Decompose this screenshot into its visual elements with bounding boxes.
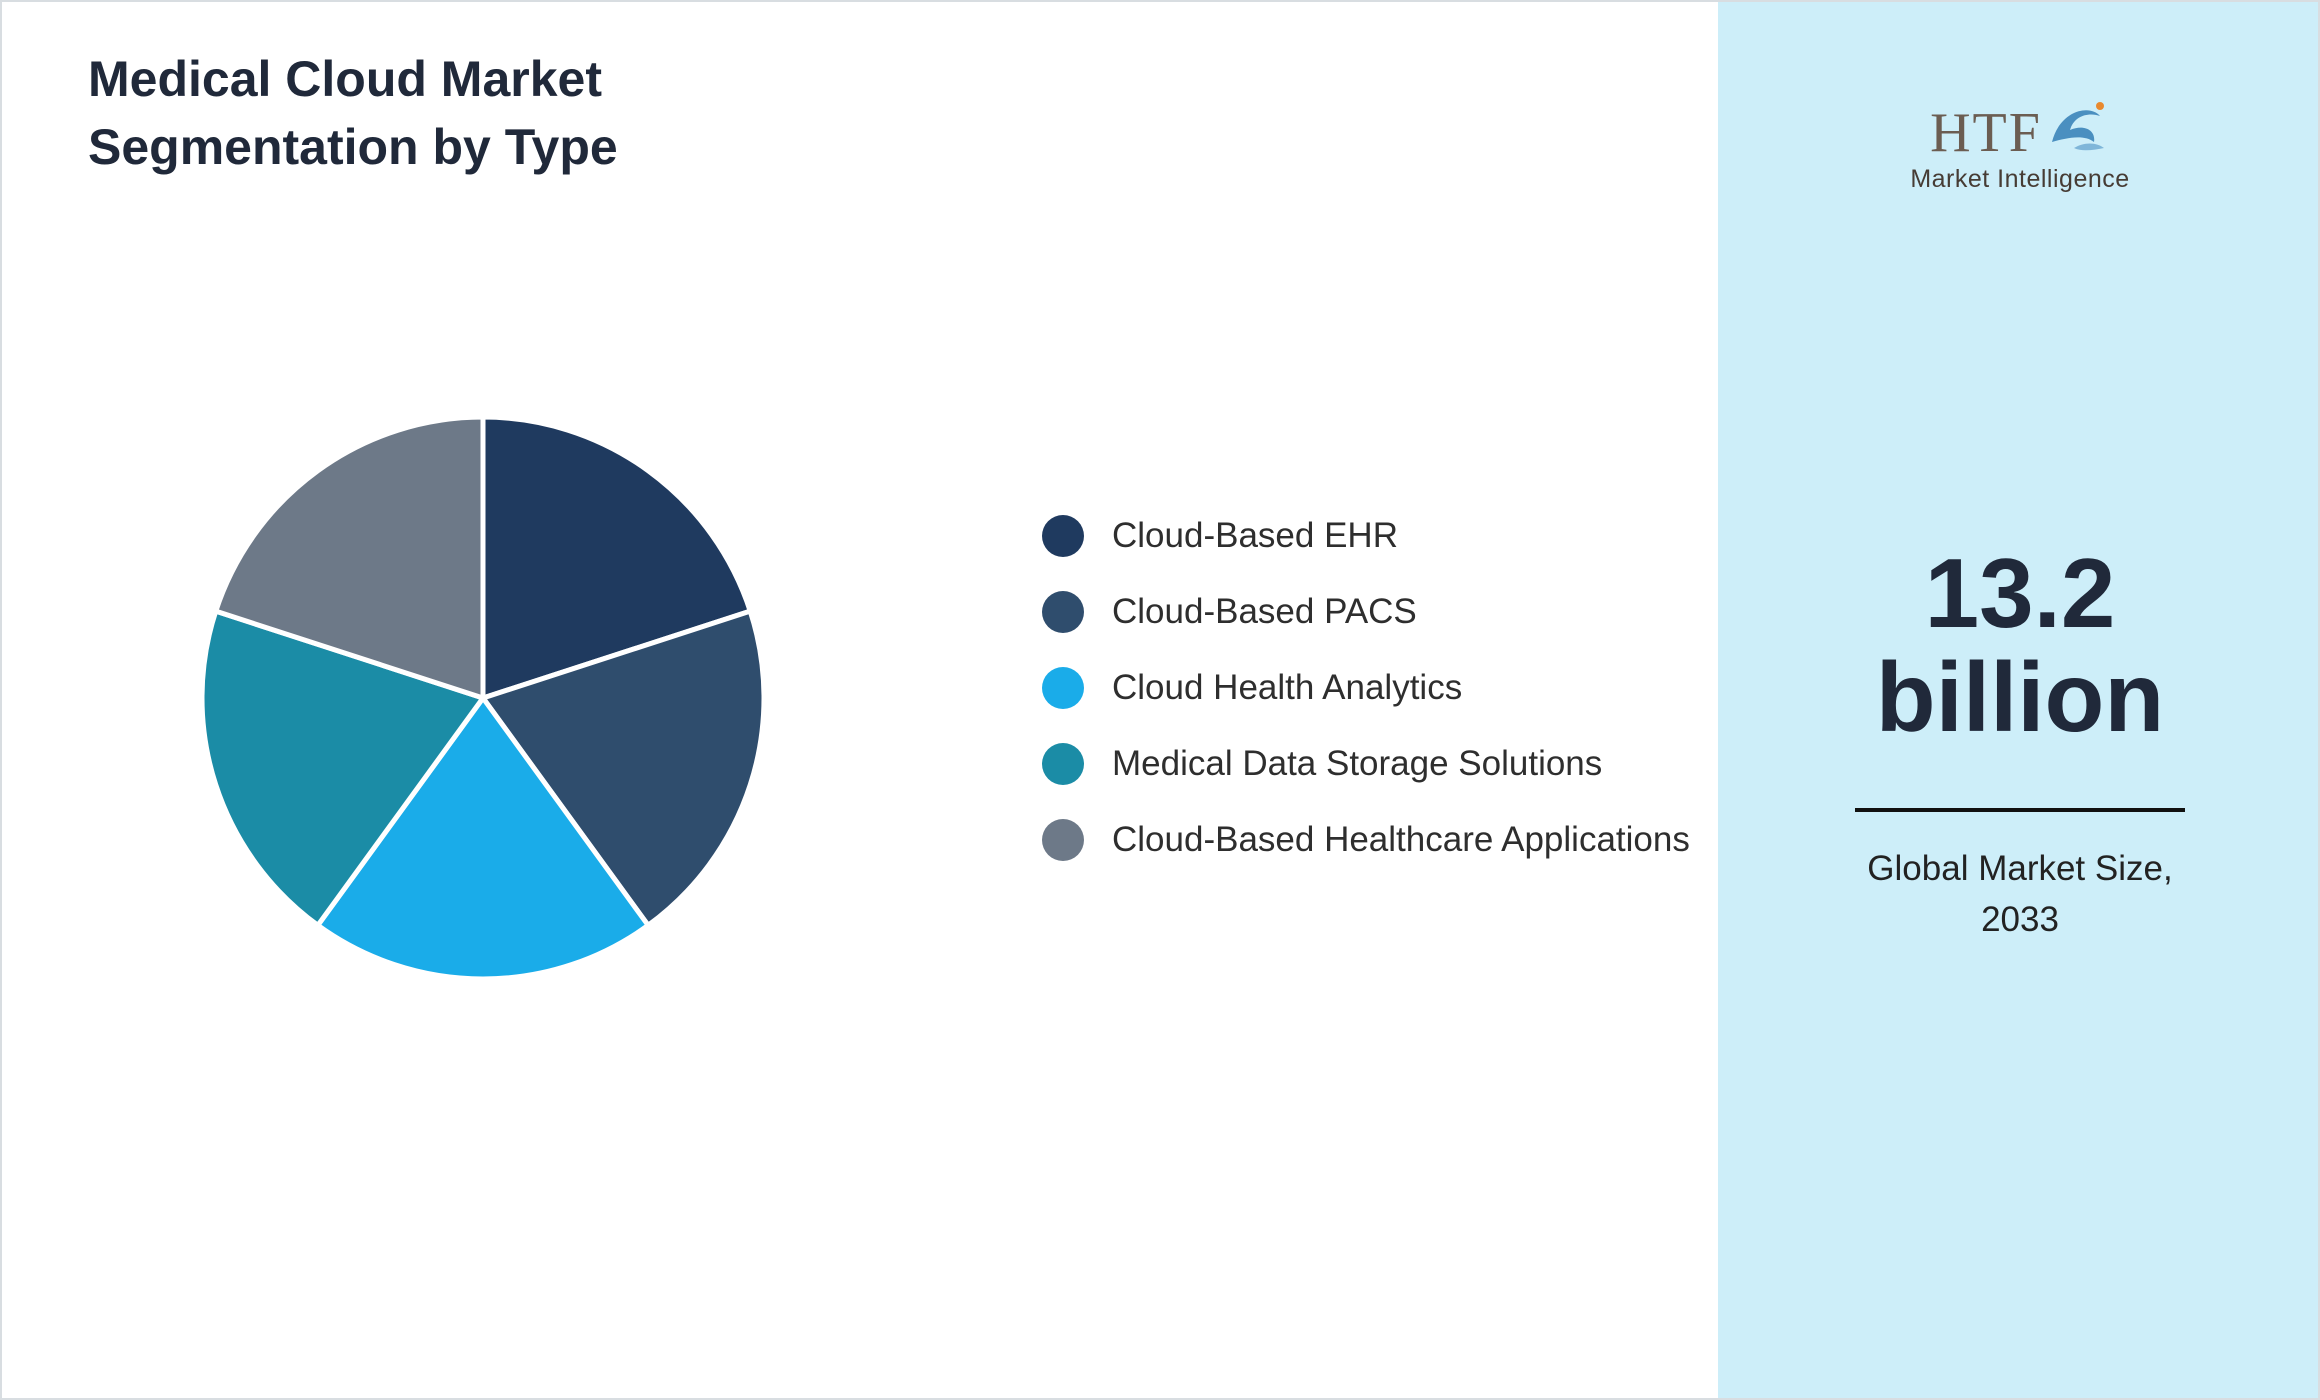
stat-value-line2: billion [1875,641,2165,752]
legend: Cloud-Based EHR Cloud-Based PACS Cloud Hea… [1042,515,1690,861]
page-title: Medical Cloud Market Segmentation by Typ… [88,46,618,181]
pie-slice-3 [199,608,486,928]
pie-slice-2 [315,695,651,982]
page-title-line2: Segmentation by Type [88,118,618,175]
pie-slice-4 [213,414,486,701]
htf-logo-subtext: Market Intelligence [1910,165,2130,193]
legend-item: Cloud-Based Healthcare Applications [1042,819,1690,861]
stat-label: Global Market Size, 2033 [1718,844,2318,946]
legend-label: Medical Data Storage Solutions [1112,744,1603,783]
legend-item: Cloud-Based EHR [1042,515,1690,557]
stat-label-line2: 2033 [1981,899,2059,939]
stat-label-line1: Global Market Size, [1867,848,2173,888]
legend-item: Cloud Health Analytics [1042,667,1690,709]
legend-item: Cloud-Based PACS [1042,591,1690,633]
dolphin-splash-icon [2044,98,2110,161]
legend-label: Cloud-Based Healthcare Applications [1112,820,1690,859]
legend-label: Cloud-Based EHR [1112,516,1398,555]
legend-swatch [1042,515,1084,557]
pie-slice-1 [480,608,767,928]
legend-label: Cloud-Based PACS [1112,592,1417,631]
legend-label: Cloud Health Analytics [1112,668,1463,707]
stat-value: 13.2 billion [1718,538,2318,752]
pie-chart-container [183,398,783,998]
pie-slice-0 [480,414,753,701]
stat-value-line1: 13.2 [1924,538,2116,648]
market-size-stat: 13.2 billion Global Market Size, 2033 [1718,538,2318,946]
stat-divider [1855,807,2185,812]
pie-chart [199,414,767,982]
legend-item: Medical Data Storage Solutions [1042,743,1690,785]
page-title-line1: Medical Cloud Market [88,51,602,107]
chart-area: Medical Cloud Market Segmentation by Typ… [2,2,1718,1398]
htf-logo: HTF Market Intelligence [1718,98,2318,194]
htf-logo-text: HTF [1930,102,2042,164]
legend-swatch [1042,819,1084,861]
sidebar: HTF Market Intelligence 13.2 billion Glo… [1718,2,2318,1398]
legend-swatch [1042,667,1084,709]
legend-swatch [1042,743,1084,785]
legend-swatch [1042,591,1084,633]
